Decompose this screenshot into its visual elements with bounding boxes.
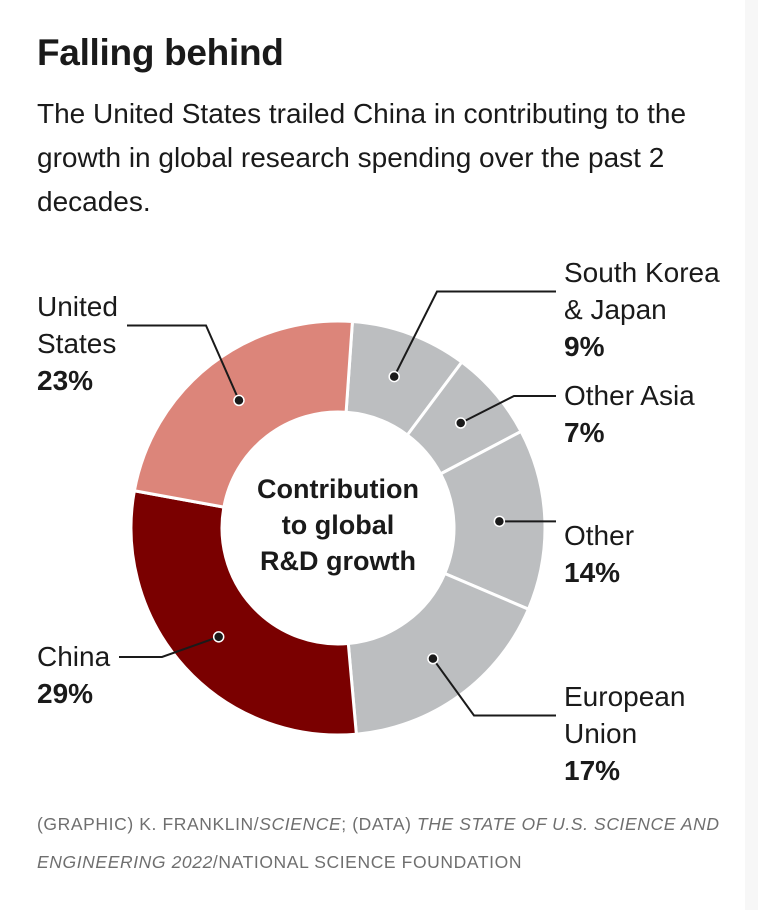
credit-graphic-prefix: (GRAPHIC) K. FRANKLIN/ <box>37 814 260 834</box>
leader-line-4 <box>119 635 220 658</box>
center-label: Contribution to global R&D growth <box>257 474 419 576</box>
credit-data-suffix: /NATIONAL SCIENCE FOUNDATION <box>212 852 523 872</box>
center-label-line: R&D growth <box>260 546 416 576</box>
donut-slice-3 <box>346 571 531 736</box>
chart-title: Falling behind <box>37 32 284 73</box>
credit-data-source: THE STATE OF U.S. SCIENCE AND ENGINEERIN… <box>37 814 720 872</box>
slice-value-2: 14% <box>564 557 620 588</box>
leader-line-0 <box>393 290 556 378</box>
leader-dot-2 <box>493 515 506 528</box>
slice-label-5: United States 23% <box>37 291 118 396</box>
slice-label-line: Other Asia <box>564 380 695 411</box>
donut-slice-5 <box>132 319 355 509</box>
slice-label-line: South Korea <box>564 257 720 288</box>
slice-label-line: China <box>37 641 111 672</box>
donut-slice-4 <box>129 489 358 737</box>
slice-label-2: Other 14% <box>564 520 634 588</box>
credit-graphic-source: SCIENCE <box>259 814 342 834</box>
center-label-text: Contribution to global R&D growth <box>257 474 419 576</box>
slice-label-line: Union <box>564 718 637 749</box>
leader-dot-4 <box>212 631 225 643</box>
slice-label-4: China 29% <box>37 641 111 709</box>
center-label-line: to global <box>282 510 394 540</box>
leader-line-5 <box>127 324 240 401</box>
slice-value-5: 23% <box>37 365 93 396</box>
credit-data-prefix: ; (DATA) <box>341 814 417 834</box>
slice-value-3: 17% <box>564 755 620 786</box>
leader-dot-3 <box>427 652 439 665</box>
slice-labels: South Korea & Japan 9% Other Asia 7% Other 14%… <box>37 257 720 786</box>
leader-lines <box>119 290 556 717</box>
center-label-line: Contribution <box>257 474 419 504</box>
slice-label-line: European <box>564 681 685 712</box>
leader-dot-5 <box>233 394 245 407</box>
leader-line-1 <box>460 395 556 424</box>
leader-dot-0 <box>388 370 400 383</box>
source-credit: (GRAPHIC) K. FRANKLIN/SCIENCE; (DATA) TH… <box>37 805 737 881</box>
slice-value-4: 29% <box>37 678 93 709</box>
slice-label-line: States <box>37 328 116 359</box>
slice-label-1: Other Asia 7% <box>564 380 695 448</box>
donut-slices <box>129 319 547 737</box>
leader-line-3 <box>432 658 556 717</box>
chart-subtitle: The United States trailed China in contr… <box>37 98 687 217</box>
slice-label-3: European Union 17% <box>564 681 685 786</box>
slice-value-0: 9% <box>564 331 605 362</box>
slice-label-line: & Japan <box>564 294 667 325</box>
donut-chart: South Korea & Japan 9% Other Asia 7% Other 14%… <box>37 257 720 786</box>
slice-label-line: Other <box>564 520 634 551</box>
slice-label-line: United <box>37 291 118 322</box>
slice-value-1: 7% <box>564 417 605 448</box>
slice-label-0: South Korea & Japan 9% <box>564 257 720 362</box>
leader-dot-1 <box>454 417 467 429</box>
